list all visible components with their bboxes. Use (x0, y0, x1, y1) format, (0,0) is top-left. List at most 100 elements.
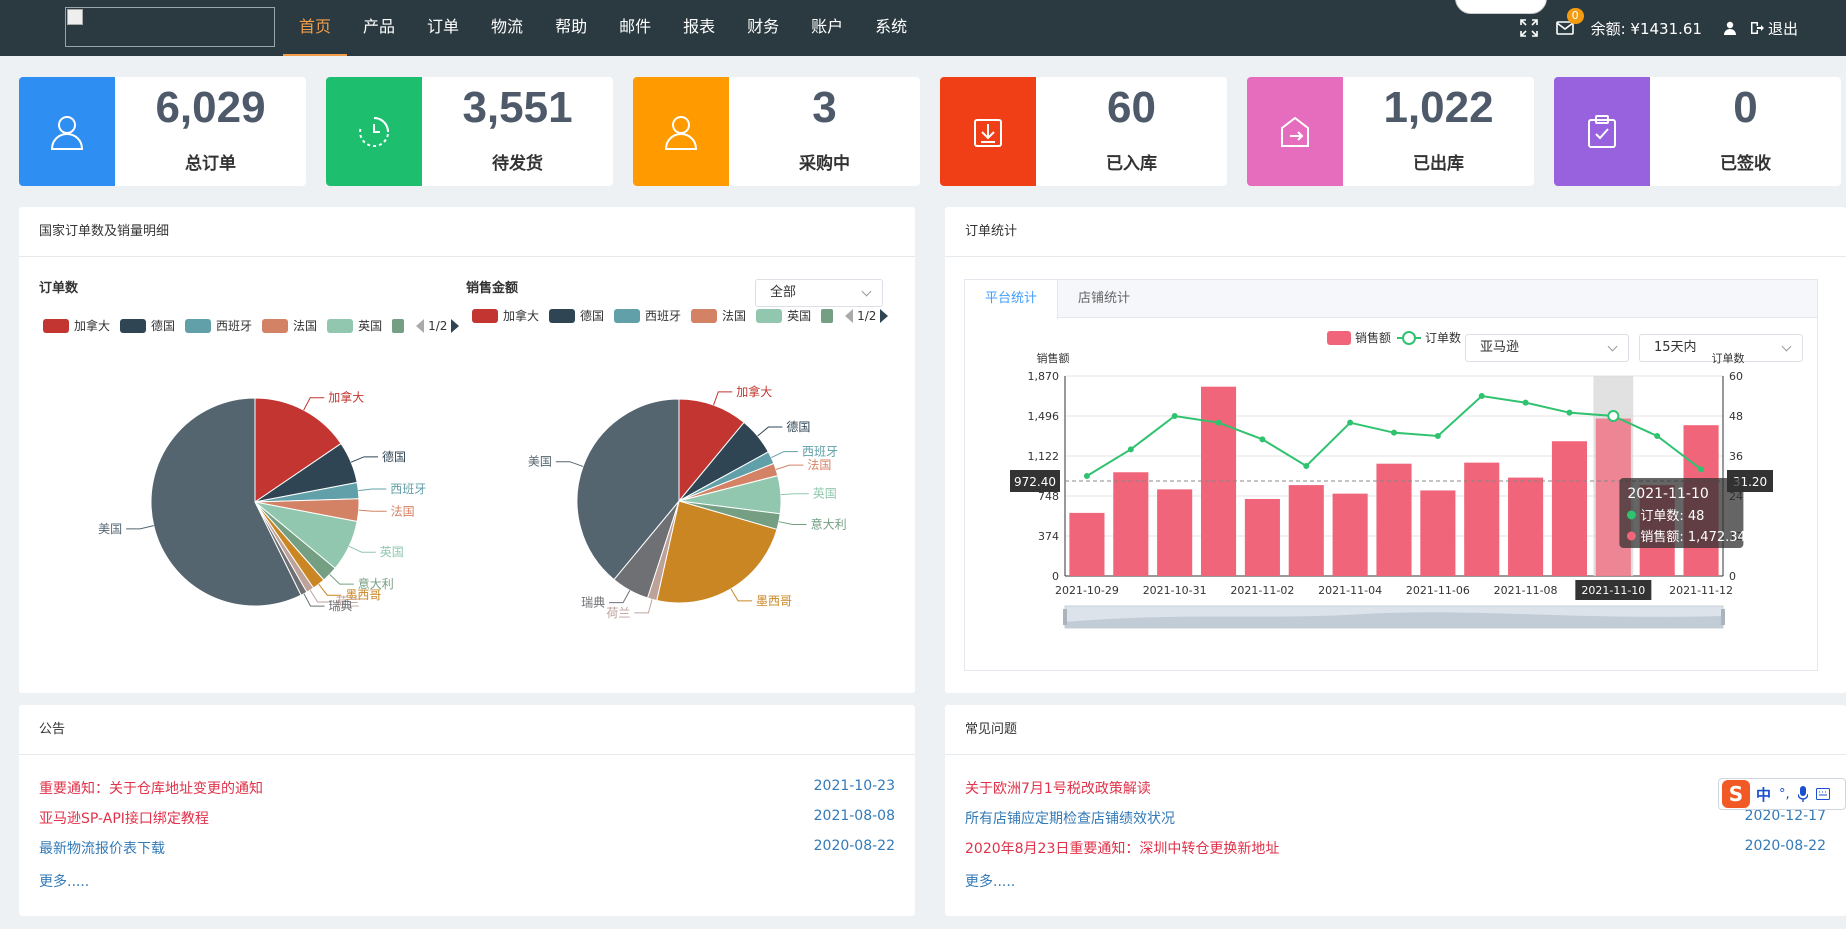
legend-prev-icon[interactable] (416, 318, 425, 333)
line-point[interactable] (1654, 433, 1661, 439)
line-point[interactable] (1171, 413, 1178, 419)
logo[interactable] (65, 7, 275, 47)
slice-label: 墨西哥 (345, 588, 381, 602)
legend-item[interactable]: 西班牙 (185, 317, 252, 334)
legend-item[interactable]: 法国 (691, 307, 746, 324)
nav-item-reports[interactable]: 报表 (683, 17, 716, 36)
list-item-title[interactable]: 最新物流报价表下载 (39, 841, 165, 857)
nav-item-system[interactable]: 系统 (875, 17, 908, 36)
y2-tick-label: 36 (1729, 450, 1743, 463)
stat-value: 60 (1107, 83, 1156, 132)
legend-item[interactable]: 英国 (756, 307, 811, 324)
list-item-title[interactable]: 重要通知：关于仓库地址变更的通知 (39, 781, 263, 797)
nav-item-orders[interactable]: 订单 (427, 17, 460, 36)
pie-slice[interactable] (678, 398, 745, 503)
fullscreen-icon[interactable] (1519, 18, 1539, 38)
legend-label[interactable]: 订单数 (1425, 330, 1461, 345)
tab-platform[interactable]: 平台统计 (965, 280, 1059, 319)
stat-card[interactable]: 3,551 待发货 (326, 77, 613, 186)
bar[interactable] (1332, 493, 1368, 576)
line-point[interactable] (1259, 436, 1266, 443)
legend-prev-icon[interactable] (845, 308, 854, 323)
legend-item[interactable]: 西班牙 (614, 307, 681, 324)
more-link[interactable]: 更多..... (39, 874, 90, 890)
pie-slice[interactable] (150, 397, 302, 607)
nav-item-mail[interactable]: 邮件 (619, 17, 652, 36)
bar[interactable] (1069, 512, 1105, 576)
line-point[interactable] (1391, 429, 1397, 436)
list-item-title[interactable]: 所有店铺应定期检查店铺绩效状况 (965, 811, 1175, 827)
legend-item[interactable]: 加拿大 (43, 317, 110, 334)
line-point[interactable] (1522, 399, 1529, 406)
nav-item-account[interactable]: 账户 (811, 17, 844, 36)
line-point[interactable] (1698, 466, 1705, 473)
line-point[interactable] (1607, 410, 1620, 422)
data-zoom-slider[interactable] (1063, 605, 1725, 629)
orders-pie-title: 订单数 (39, 281, 79, 296)
logout-button[interactable]: 退出 (1750, 18, 1798, 39)
ime-mode: 中 (1756, 785, 1772, 804)
stat-card[interactable]: 6,029 总订单 (19, 77, 306, 186)
line-point[interactable] (1434, 433, 1441, 439)
line-point[interactable] (1215, 419, 1222, 426)
bar[interactable] (1376, 463, 1412, 576)
line-point[interactable] (1303, 463, 1310, 469)
stat-card[interactable]: 1,022 已出库 (1247, 77, 1534, 186)
ime-toolbar[interactable]: S 中 °, (1718, 778, 1846, 810)
pie-slice[interactable] (254, 397, 342, 503)
bar[interactable] (1157, 489, 1193, 576)
list-item-title[interactable]: 关于欧洲7月1号税改政策解读 (965, 781, 1151, 797)
nav-item-finance[interactable]: 财务 (747, 17, 780, 36)
legend-item[interactable]: 德国 (549, 307, 604, 324)
range-select[interactable]: 15天内 (1639, 334, 1803, 362)
legend-item[interactable]: 法国 (262, 317, 317, 334)
label-line (318, 583, 342, 596)
slider-handle-left[interactable] (1063, 609, 1067, 625)
legend-next-icon[interactable] (880, 308, 889, 323)
stat-card[interactable]: 3 采购中 (633, 77, 920, 186)
legend-next-icon[interactable] (451, 318, 460, 333)
stat-card[interactable]: 0 已签收 (1554, 77, 1841, 186)
legend-label[interactable]: 销售额 (1355, 330, 1391, 345)
slice-label: 德国 (382, 449, 406, 464)
nav-item-help[interactable]: 帮助 (555, 17, 588, 36)
bar[interactable] (1113, 472, 1149, 576)
legend-item[interactable]: 英国 (327, 317, 382, 334)
bar[interactable] (1508, 477, 1544, 576)
legend-swatch (262, 318, 289, 333)
line-point[interactable] (1347, 419, 1354, 426)
list-item-title[interactable]: 2020年8月23日重要通知：深圳中转仓更换新地址 (965, 841, 1280, 857)
punctuation-icon: °, (1779, 786, 1790, 802)
line-point[interactable] (1566, 409, 1573, 416)
tooltip-orders: 订单数: 48 (1640, 509, 1704, 524)
x-tick-label: 2021-11-02 (1230, 584, 1294, 597)
country-filter-select[interactable]: 全部 (755, 279, 883, 307)
platform-select[interactable]: 亚马逊 (1465, 334, 1629, 362)
broken-image-icon (67, 9, 83, 25)
line-point[interactable] (1083, 473, 1090, 479)
bar[interactable] (1551, 441, 1588, 576)
legend-item[interactable]: 加拿大 (472, 307, 539, 324)
bar[interactable] (1244, 498, 1280, 576)
line-point[interactable] (1127, 446, 1134, 453)
stat-card[interactable]: 60 已入库 (940, 77, 1227, 186)
bar[interactable] (1420, 490, 1456, 576)
bar[interactable] (1288, 485, 1324, 576)
tab-store[interactable]: 店铺统计 (1078, 291, 1131, 306)
pie-slice[interactable] (576, 398, 680, 581)
legend-item[interactable]: 德国 (120, 317, 175, 334)
nav-item-home[interactable]: 首页 (283, 0, 348, 56)
user-icon[interactable] (1720, 18, 1740, 38)
bar[interactable] (1464, 462, 1500, 576)
pie-slice[interactable] (656, 500, 778, 604)
nav-item-logistics[interactable]: 物流 (491, 17, 524, 36)
mail-icon[interactable]: 0 (1555, 8, 1584, 38)
slider-handle-right[interactable] (1721, 609, 1725, 625)
slice-label: 瑞典 (329, 599, 353, 613)
nav-item-products[interactable]: 产品 (363, 17, 396, 36)
line-point[interactable] (1478, 393, 1485, 399)
legend-swatch[interactable] (1327, 331, 1351, 345)
more-link[interactable]: 更多..... (965, 874, 1016, 890)
list-item-title[interactable]: 亚马逊SP-API接口绑定教程 (39, 811, 209, 827)
